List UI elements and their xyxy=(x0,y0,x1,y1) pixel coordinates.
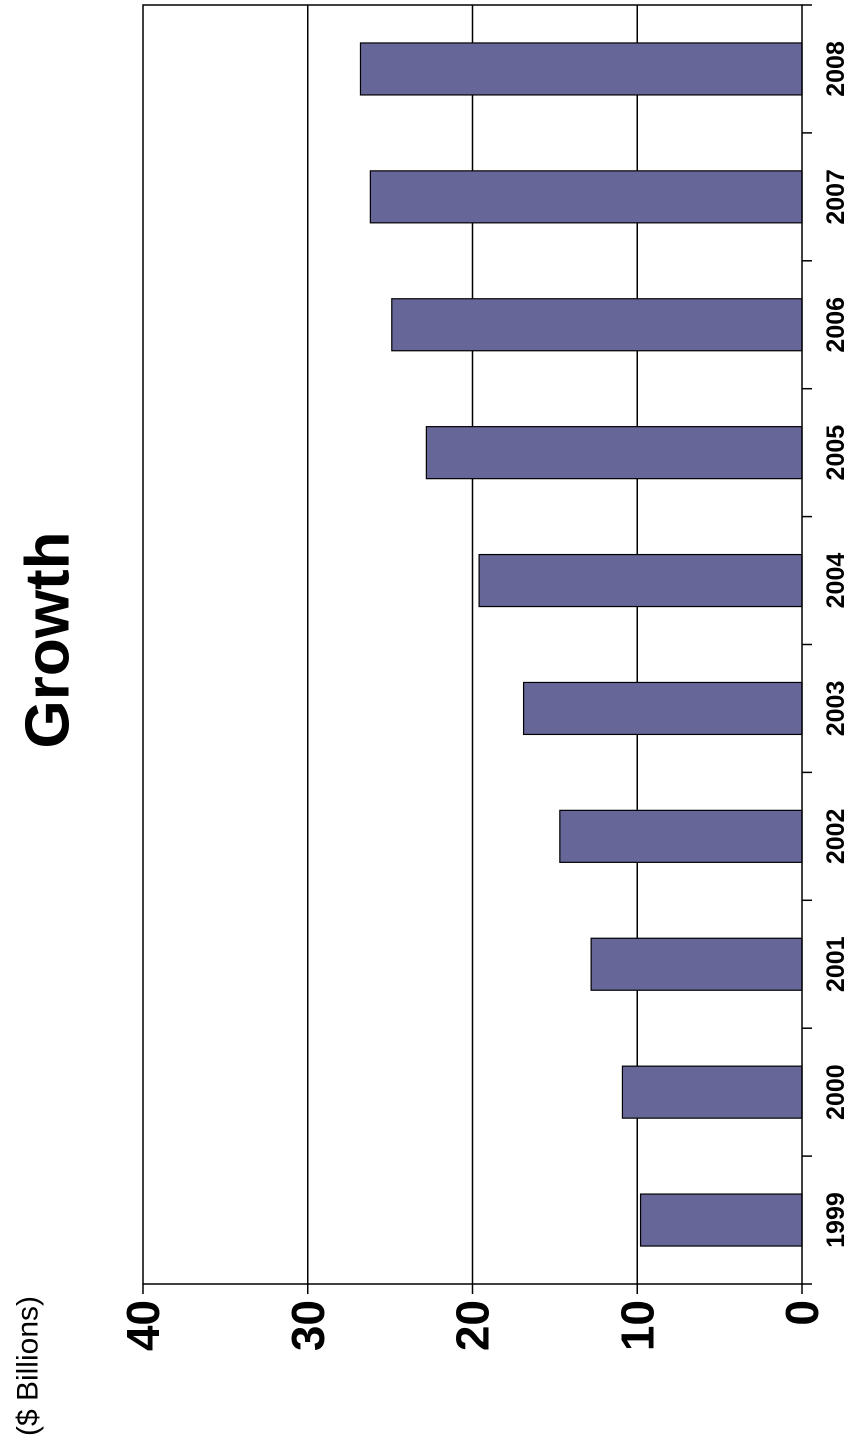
category-label-2000: 2000 xyxy=(822,1064,850,1120)
bar-2001 xyxy=(590,937,803,991)
category-label-2005: 2005 xyxy=(822,425,850,481)
value-tick-label-10: 10 xyxy=(611,1300,663,1351)
axis-ticks xyxy=(142,4,812,1294)
category-label-2003: 2003 xyxy=(822,681,850,737)
category-labels: 1999 2000 2001 2002 2003 2004 2005 2006 2007 2008 xyxy=(822,41,850,1248)
bar-2003 xyxy=(522,681,803,736)
value-tick-label-40: 40 xyxy=(117,1300,169,1351)
category-label-2004: 2004 xyxy=(822,553,850,609)
category-label-2001: 2001 xyxy=(822,936,850,992)
category-label-2008: 2008 xyxy=(822,41,850,97)
value-tick-label-30: 30 xyxy=(282,1300,334,1351)
bar-2006 xyxy=(391,298,803,352)
bar-2008 xyxy=(359,42,803,96)
bar-2007 xyxy=(369,170,803,224)
value-tick-label-20: 20 xyxy=(447,1300,499,1351)
bars xyxy=(359,42,803,1247)
bar-2002 xyxy=(559,809,803,863)
category-label-2006: 2006 xyxy=(822,297,850,353)
bar-2000 xyxy=(621,1065,803,1119)
category-label-2002: 2002 xyxy=(822,809,850,865)
category-label-1999: 1999 xyxy=(822,1192,850,1248)
bar-2005 xyxy=(425,426,803,480)
category-label-2007: 2007 xyxy=(822,169,850,225)
unit-label: ($ Billions) xyxy=(12,1296,45,1436)
bar-2004 xyxy=(478,553,803,608)
chart-title: Growth xyxy=(14,532,83,749)
bar-1999 xyxy=(639,1193,803,1247)
value-tick-labels: 0 10 20 30 40 xyxy=(117,1300,828,1351)
value-tick-label-0: 0 xyxy=(776,1300,828,1326)
